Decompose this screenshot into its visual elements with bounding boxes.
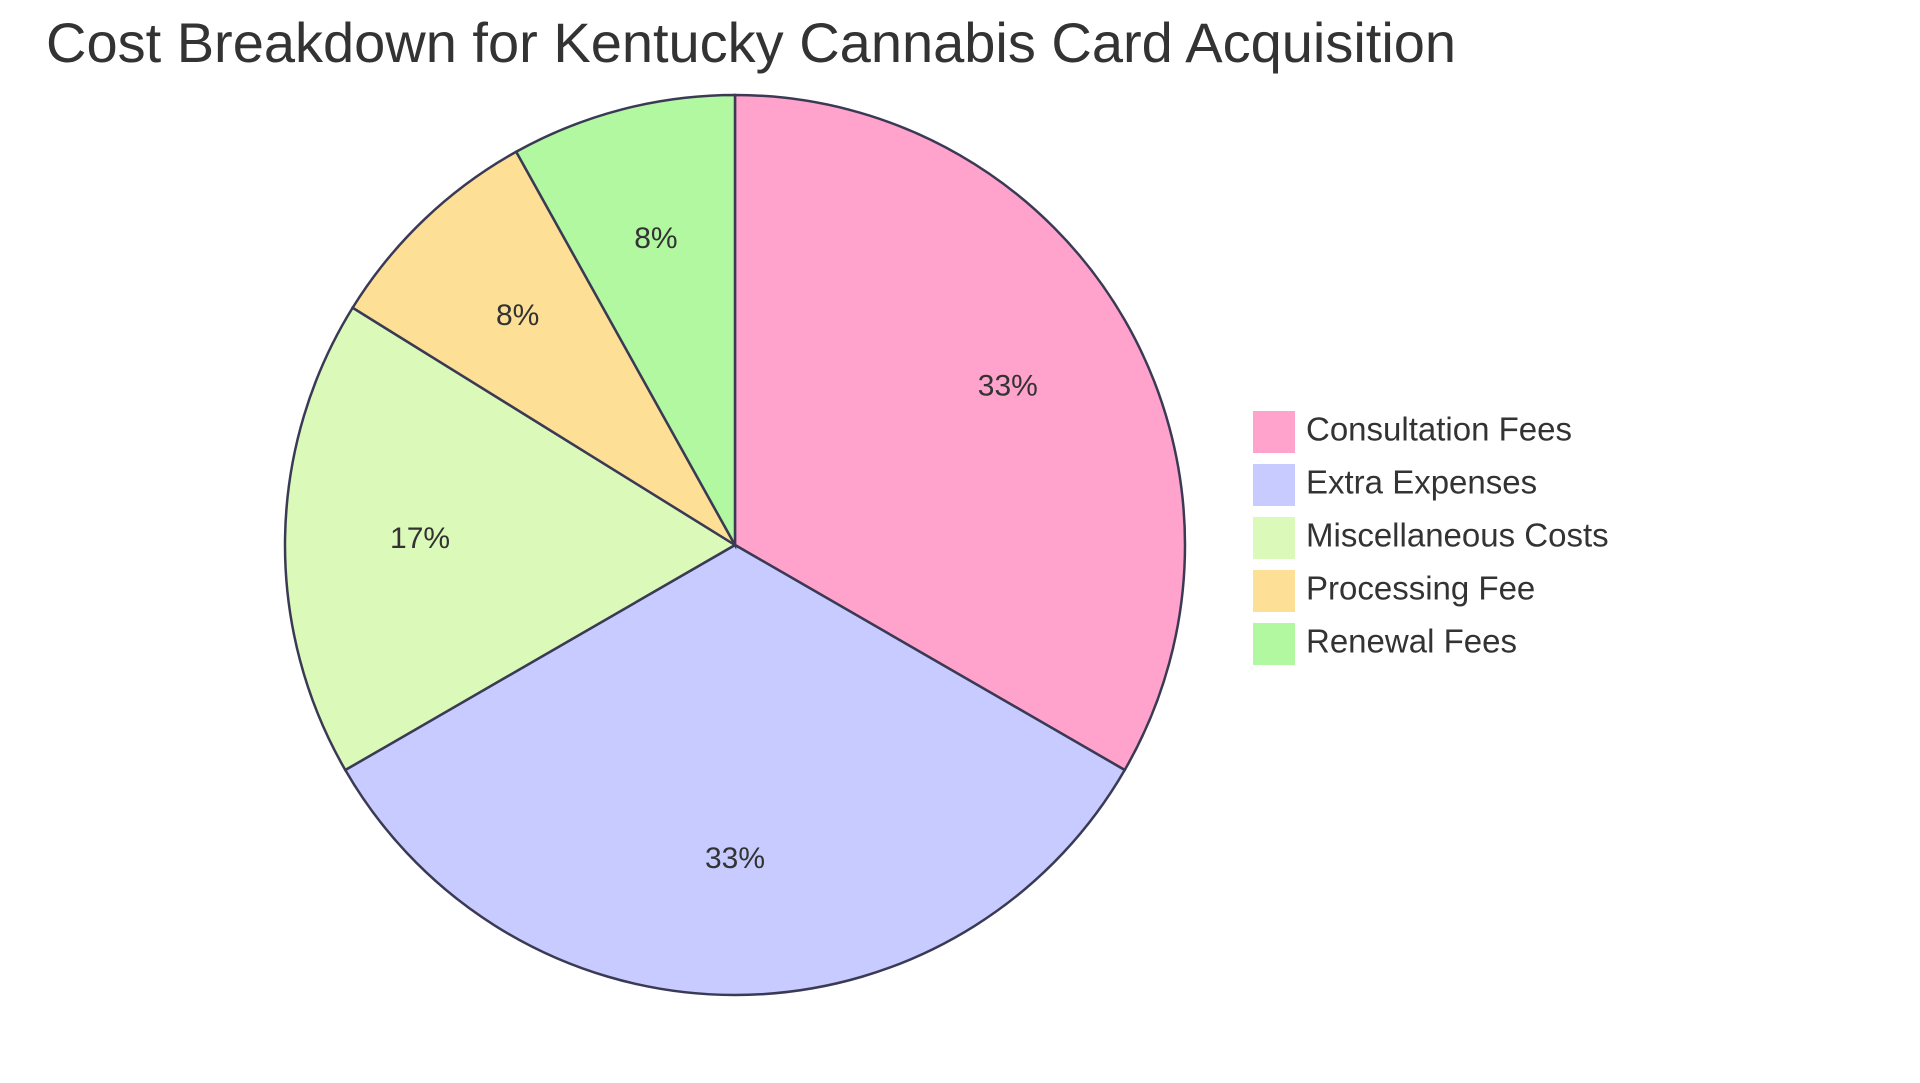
legend-swatch-miscellaneous-costs [1251, 515, 1297, 561]
pie-slice-consultation-fees [733, 93, 1187, 772]
legend-label-extra-expenses: Extra Expenses [1306, 464, 1537, 501]
legend-label-processing-fee: Processing Fee [1306, 570, 1535, 607]
legend-label-miscellaneous-costs: Miscellaneous Costs [1306, 517, 1609, 554]
pie-slice-label-renewal-fees: 8% [634, 222, 677, 255]
pie-slice-label-miscellaneous-costs: 17% [390, 522, 450, 555]
legend: Consultation Fees Extra Expenses Miscellan… [1251, 409, 1609, 667]
legend-label-consultation-fees: Consultation Fees [1306, 411, 1572, 448]
legend-swatch-extra-expenses [1251, 462, 1297, 508]
legend-item-miscellaneous-costs: Miscellaneous Costs [1251, 515, 1609, 561]
pie-slice-label-extra-expenses: 33% [705, 842, 765, 875]
pie-slice-renewal-fees [514, 93, 737, 550]
pie-slice-miscellaneous-costs [283, 306, 738, 772]
pie-slice-processing-fee [350, 150, 739, 549]
pie-slice-extra-expenses [343, 543, 1127, 997]
legend-item-extra-expenses: Extra Expenses [1251, 462, 1537, 508]
pie-slices [283, 93, 1187, 997]
pie-slice-labels: 33% 33% 17% 8% 8% [390, 222, 1038, 875]
legend-item-processing-fee: Processing Fee [1251, 568, 1535, 614]
legend-item-renewal-fees: Renewal Fees [1251, 621, 1517, 667]
legend-swatch-consultation-fees [1251, 409, 1297, 455]
legend-swatch-renewal-fees [1251, 621, 1297, 667]
legend-swatch-processing-fee [1251, 568, 1297, 614]
chart-title: Cost Breakdown for Kentucky Cannabis Car… [46, 11, 1456, 74]
legend-label-renewal-fees: Renewal Fees [1306, 623, 1517, 660]
pie-slice-label-processing-fee: 8% [496, 299, 539, 332]
pie-slice-label-consultation-fees: 33% [978, 369, 1038, 402]
legend-item-consultation-fees: Consultation Fees [1251, 409, 1572, 455]
